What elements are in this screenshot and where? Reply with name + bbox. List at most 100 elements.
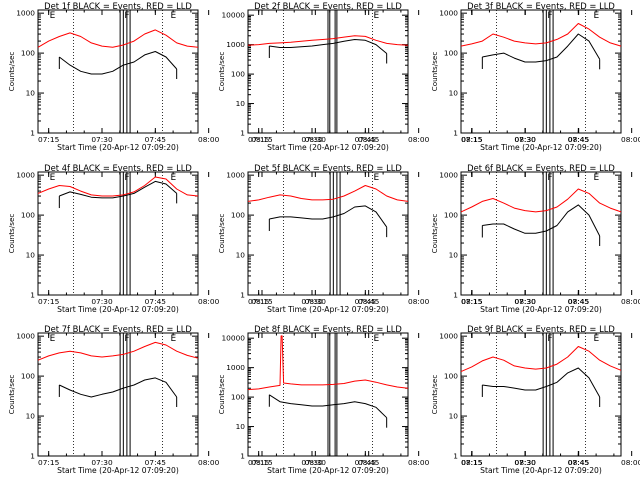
y-tick-label: 1000 xyxy=(16,332,35,341)
x-tick-label: 07:15 xyxy=(248,135,270,144)
x-tick-label: 08:15 xyxy=(461,135,483,144)
x-tick-label: 08:45 xyxy=(568,135,590,144)
y-tick-label: 1 xyxy=(453,452,458,461)
plot-frame xyxy=(247,171,409,296)
panel-title: Det 9f BLACK = Events, RED = LLD xyxy=(467,324,615,334)
y-axis-label: Counts/sec xyxy=(217,214,226,254)
y-tick-label: 10 xyxy=(449,89,459,98)
x-axis-label: Start Time (20-Apr-12 07:09:20) xyxy=(57,466,179,475)
panel-title: Det 4f BLACK = Events, RED = LLD xyxy=(44,163,192,173)
events-series-line xyxy=(58,51,178,75)
y-axis-label: Counts/sec xyxy=(7,375,16,415)
x-tick-label: 08:30 xyxy=(305,297,327,306)
y-tick-label: 1 xyxy=(240,129,245,138)
events-series-line xyxy=(59,180,178,199)
x-axis-label: Start Time (20-Apr-12 07:09:20) xyxy=(267,305,389,314)
y-tick-label: 10 xyxy=(26,89,36,98)
x-tick-label: 07:15 xyxy=(461,135,483,144)
panel-det-3: Det 3f BLACK = Events, RED = LLD 1 10 100 10… xyxy=(430,1,640,152)
x-tick-label: 08:00 xyxy=(408,458,430,467)
x-tick-label: 07:30 xyxy=(514,458,536,467)
events-series-line xyxy=(482,33,601,63)
x-tick-label: 08:00 xyxy=(408,135,430,144)
panel-det-2: Det 2f BLACK = Events, RED = LLD11010010… xyxy=(217,1,590,152)
y-tick-label: 1 xyxy=(240,291,245,300)
x-tick-label: 08:00 xyxy=(198,458,220,467)
x-axis-label: Start Time (20-Apr-12 07:09:20) xyxy=(480,466,602,475)
lld-series-line xyxy=(247,335,409,391)
panel-title: Det 2f BLACK = Events, RED = LLD xyxy=(254,1,402,11)
y-tick-label: 1 xyxy=(453,129,458,138)
events-series-line xyxy=(269,394,388,419)
y-axis-label: Counts/sec xyxy=(217,375,226,415)
x-tick-label: 07:45 xyxy=(145,458,167,467)
y-tick-label: 1 xyxy=(240,452,245,461)
lld-series-line xyxy=(37,341,199,361)
plot-frame xyxy=(37,171,199,296)
flag-label: E xyxy=(50,173,56,183)
panel-title: Det 3f BLACK = Events, RED = LLD xyxy=(467,1,615,11)
flag-label: E xyxy=(50,334,56,344)
panel-title: Det 7f BLACK = Events, RED = LLD xyxy=(44,324,192,334)
x-tick-label: 08:00 xyxy=(198,135,220,144)
x-tick-label: 07:45 xyxy=(145,297,167,306)
x-tick-label: 07:45 xyxy=(355,135,377,144)
x-tick-label: 08:15 xyxy=(251,297,273,306)
x-tick-label: 07:15 xyxy=(248,297,270,306)
y-axis-label: Counts/sec xyxy=(430,52,439,92)
flag-label: E xyxy=(594,334,600,344)
y-tick-label: 1 xyxy=(30,129,35,138)
y-axis-label: Counts/sec xyxy=(430,375,439,415)
x-tick-label: 07:30 xyxy=(91,135,113,144)
y-tick-label: 100 xyxy=(21,372,35,381)
y-tick-label: 1000 xyxy=(226,171,245,180)
x-tick-label: 08:30 xyxy=(515,297,537,306)
y-axis-label: Counts/sec xyxy=(7,214,16,254)
x-tick-label: 07:30 xyxy=(514,135,536,144)
flag-label: E xyxy=(171,173,177,183)
x-tick-label: 07:30 xyxy=(91,297,113,306)
x-tick-label: 08:30 xyxy=(515,135,537,144)
x-tick-label: 07:30 xyxy=(301,297,323,306)
x-tick-label: 07:45 xyxy=(568,297,590,306)
lld-series-line xyxy=(37,29,199,48)
flag-label: F xyxy=(547,334,552,344)
y-tick-label: 100 xyxy=(444,211,458,220)
plot-frame xyxy=(460,9,622,134)
x-tick-label: 07:15 xyxy=(461,458,483,467)
x-axis-label: Start Time (20-Apr-12 07:09:20) xyxy=(480,305,602,314)
y-tick-label: 10 xyxy=(26,251,36,260)
y-tick-label: 1000 xyxy=(439,171,458,180)
panel-det-5: Det 5f BLACK = Events, RED = LLD11010010… xyxy=(217,163,590,314)
y-axis-label: Counts/sec xyxy=(217,52,226,92)
y-tick-label: 100 xyxy=(444,372,458,381)
x-axis-label: Start Time (20-Apr-12 07:09:20) xyxy=(267,466,389,475)
y-tick-label: 100 xyxy=(444,49,458,58)
y-tick-label: 10000 xyxy=(221,334,245,343)
x-tick-label: 07:30 xyxy=(91,458,113,467)
flag-label: E xyxy=(171,334,177,344)
lld-series-line xyxy=(247,185,409,202)
flag-label: F xyxy=(547,173,552,183)
x-tick-label: 08:15 xyxy=(251,458,273,467)
lld-series-line xyxy=(247,35,409,46)
y-axis-label: Counts/sec xyxy=(7,52,16,92)
y-tick-label: 100 xyxy=(21,211,35,220)
panel-det-4: Det 4f BLACK = Events, RED = LLD 1 10 100 10… xyxy=(7,163,380,314)
x-axis-label: Start Time (20-Apr-12 07:09:20) xyxy=(267,143,389,152)
x-tick-label: 07:45 xyxy=(568,135,590,144)
x-tick-label: 08:15 xyxy=(461,458,483,467)
lld-series-line xyxy=(460,23,622,47)
flag-label: E xyxy=(594,173,600,183)
lld-series-line xyxy=(460,346,622,373)
flag-label: E xyxy=(373,334,379,344)
x-tick-label: 08:45 xyxy=(568,297,590,306)
panel-title: Det 6f BLACK = Events, RED = LLD xyxy=(467,163,615,173)
x-tick-label: 07:30 xyxy=(301,458,323,467)
x-tick-label: 08:00 xyxy=(621,297,640,306)
panel-title: Det 8f BLACK = Events, RED = LLD xyxy=(254,324,402,334)
plot-frame xyxy=(460,332,622,457)
x-tick-label: 07:45 xyxy=(145,135,167,144)
x-tick-label: 08:30 xyxy=(305,458,327,467)
y-tick-label: 1000 xyxy=(226,40,245,49)
